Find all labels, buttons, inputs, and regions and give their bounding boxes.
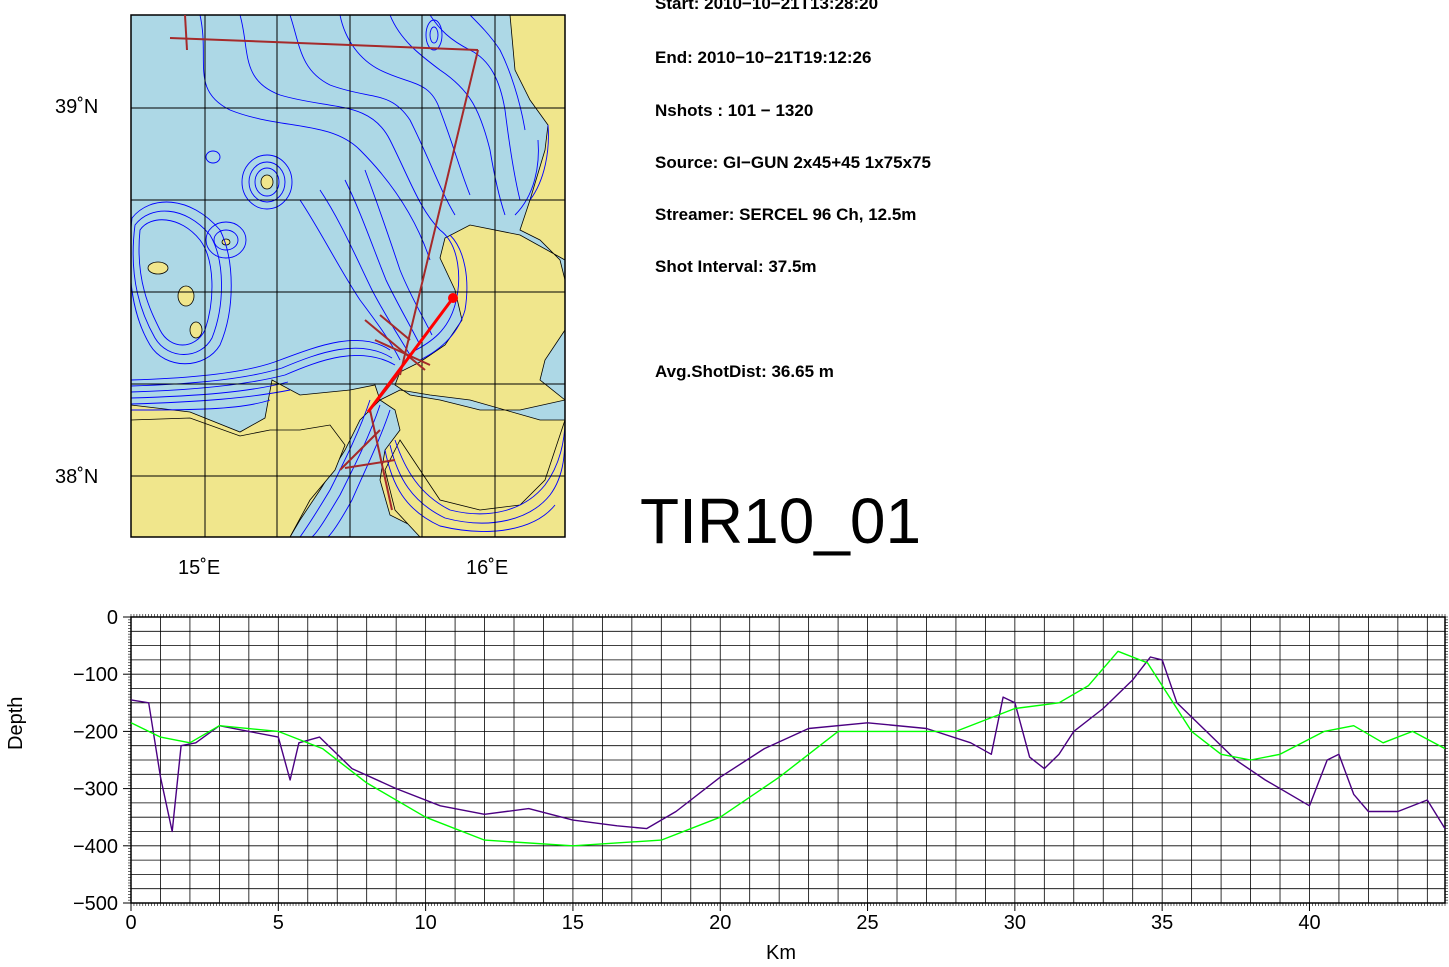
y-tick-label: 0 <box>107 607 118 629</box>
lon-label-16e: 16˚E <box>466 557 509 579</box>
info-end: End: 2010−10−21T19:12:26 <box>655 48 872 67</box>
info-start: Start: 2010−10−21T13:28:20 <box>655 0 879 13</box>
island-vulcano <box>189 321 203 339</box>
series-line-1 <box>130 650 1446 847</box>
info-nshots: Nshots : 101 − 1320 <box>655 101 814 120</box>
chart-frame <box>130 616 1446 904</box>
line-name-title: TIR10_01 <box>640 485 922 557</box>
land-sicily <box>131 417 346 537</box>
x-tick-label: 35 <box>1151 912 1173 934</box>
x-tick-label: 10 <box>414 912 436 934</box>
y-tick-label: −100 <box>73 664 118 686</box>
lat-label-38n: 38˚N <box>55 466 99 488</box>
x-tick-label: 40 <box>1298 912 1320 934</box>
y-tick-label: −300 <box>73 779 118 801</box>
island-lipari <box>177 285 195 307</box>
island-salina <box>147 261 169 275</box>
island-stromboli <box>260 174 274 190</box>
x-tick-label: 30 <box>1004 912 1026 934</box>
series-line-0 <box>130 656 1446 833</box>
current-position-marker <box>448 293 458 303</box>
info-avg-shot-dist: Avg.ShotDist: 36.65 m <box>655 362 834 381</box>
x-axis-label: Km <box>766 942 796 964</box>
info-source: Source: GI−GUN 2x45+45 1x75x75 <box>655 153 931 172</box>
map-graticule <box>130 14 566 538</box>
x-tick-label: 0 <box>125 912 136 934</box>
lat-label-39n: 39˚N <box>55 96 99 118</box>
lon-label-15e: 15˚E <box>178 557 221 579</box>
land-calabria-north <box>131 15 565 537</box>
x-tick-label: 5 <box>273 912 284 934</box>
y-tick-label: −500 <box>73 893 118 915</box>
y-tick-label: −400 <box>73 836 118 858</box>
survey-tracks <box>169 14 479 511</box>
info-streamer: Streamer: SERCEL 96 Ch, 12.5m <box>655 205 917 224</box>
current-line-track <box>366 293 458 413</box>
info-shot-interval: Shot Interval: 37.5m <box>655 257 817 276</box>
x-tick-label: 20 <box>709 912 731 934</box>
x-tick-label: 15 <box>562 912 584 934</box>
y-axis-label-text: Depth <box>5 696 27 750</box>
y-tick-label: −200 <box>73 721 118 743</box>
x-tick-label: 25 <box>856 912 878 934</box>
land-calabria-south <box>384 419 565 537</box>
